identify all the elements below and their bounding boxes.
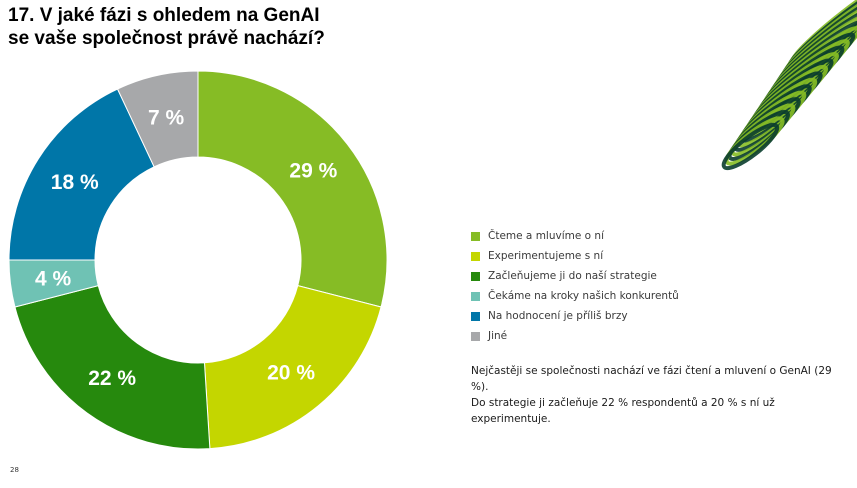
legend-item: Čteme a mluvíme o ní [471,226,679,246]
note-line-2: Do strategie ji začleňuje 22 % responden… [471,397,775,425]
legend-item: Jiné [471,326,679,346]
slice-data-label: 7 % [148,107,185,130]
legend-item: Čekáme na kroky našich konkurentů [471,286,679,306]
legend-swatch [471,271,480,281]
note-line-1: Nejčastěji se společnosti nachází ve fáz… [471,365,832,393]
legend-label: Jiné [488,330,508,342]
legend-swatch [471,231,480,241]
slice-data-label: 18 % [51,171,99,194]
donut-slice [116,70,199,168]
donut-slice [197,70,388,308]
legend-item: Experimentujeme s ní [471,246,679,266]
slice-data-label: 20 % [267,361,315,384]
chart-summary-note: Nejčastěji se společnosti nachází ve fáz… [471,363,851,427]
chart-legend: Čteme a mluvíme o ní Experimentujeme s ní… [471,226,679,346]
legend-item: Začleňujeme ji do naší strategie [471,266,679,286]
title-line-1: 17. V jaké fázi s ohledem na GenAI [8,5,320,26]
legend-label: Čekáme na kroky našich konkurentů [488,290,679,302]
legend-swatch [471,251,480,261]
donut-slice [14,285,211,450]
page-title: 17. V jaké fázi s ohledem na GenAI se va… [8,4,428,50]
title-line-2: se vaše společnost právě nachází? [8,28,325,49]
slice-data-label: 4 % [35,267,72,290]
legend-label: Začleňujeme ji do naší strategie [488,270,657,282]
donut-chart: 29 % 20 % 22 % 4 % 18 % 7 % [8,70,388,450]
legend-label: Na hodnocení je příliš brzy [488,310,628,322]
page-number: 28 [10,466,19,474]
legend-item: Na hodnocení je příliš brzy [471,306,679,326]
legend-swatch [471,311,480,321]
slice-data-label: 22 % [88,367,136,390]
legend-label: Čteme a mluvíme o ní [488,230,604,242]
legend-swatch [471,331,480,341]
legend-label: Experimentujeme s ní [488,250,604,262]
donut-slice [203,285,382,450]
donut-slice [8,88,155,261]
legend-swatch [471,291,480,301]
slice-data-label: 29 % [289,160,337,183]
spiral-decoration-icon [721,0,857,171]
